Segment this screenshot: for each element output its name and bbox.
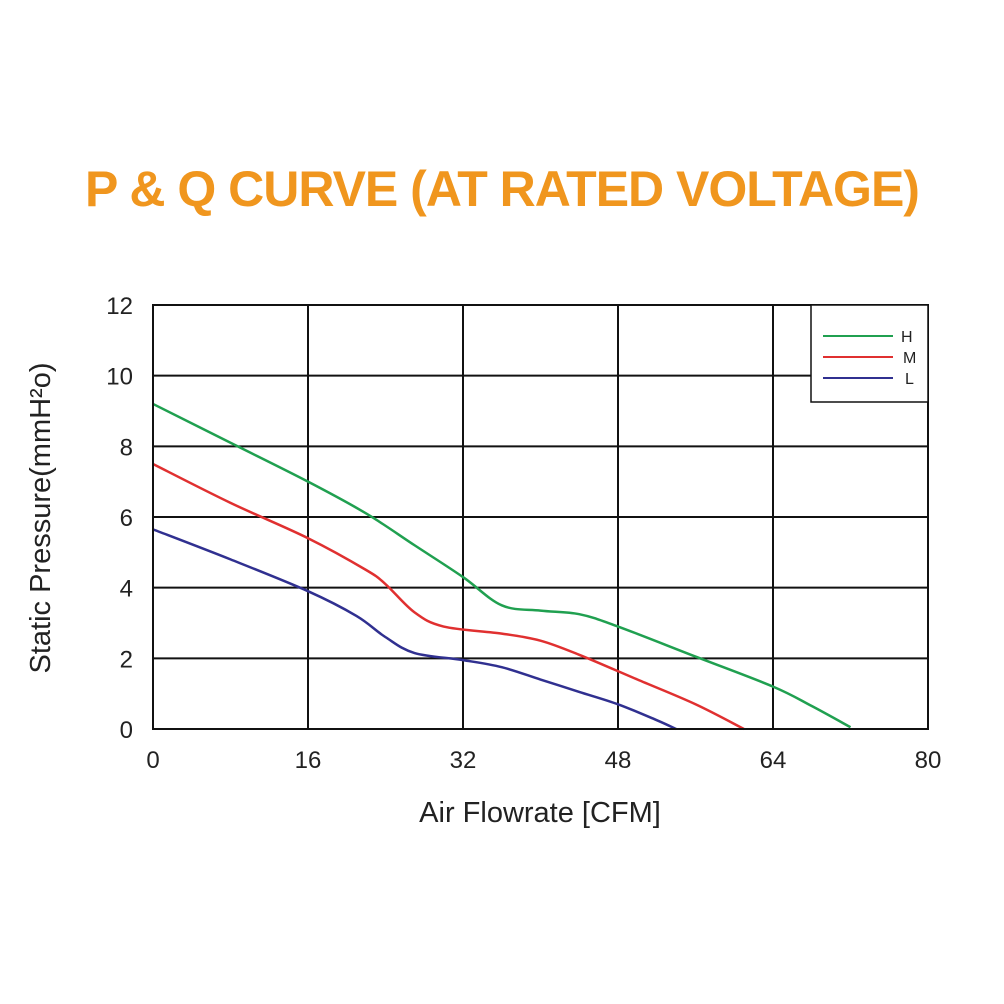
plot-frame <box>152 304 929 730</box>
legend-label-M: M <box>903 350 916 367</box>
legend-box <box>810 304 929 403</box>
x-axis-label: Air Flowrate [CFM] <box>419 797 661 829</box>
legend-label-H: H <box>901 329 913 346</box>
grid <box>153 305 928 729</box>
series-line-H <box>152 402 852 729</box>
series-lines <box>152 402 852 731</box>
tick-labels: 0 16 32 48 64 80 0 2 4 6 8 10 12 <box>106 293 941 774</box>
legend-label-L: L <box>905 371 914 388</box>
y-tick-label: 10 <box>106 364 133 391</box>
series-line-L <box>152 528 677 731</box>
y-tick-label: 2 <box>120 646 133 673</box>
y-tick-label: 6 <box>120 505 133 532</box>
y-tick-label: 12 <box>106 293 133 320</box>
chart-title: P & Q CURVE (AT RATED VOLTAGE) <box>85 161 920 217</box>
x-tick-label: 80 <box>915 747 942 774</box>
y-tick-label: 8 <box>120 434 133 461</box>
x-tick-label: 64 <box>760 747 787 774</box>
legend: HML <box>810 304 929 403</box>
y-tick-label: 4 <box>120 576 133 603</box>
x-tick-label: 48 <box>605 747 632 774</box>
y-axis-label: Static Pressure(mmH²o) <box>25 363 57 674</box>
x-tick-label: 32 <box>450 747 477 774</box>
x-tick-label: 0 <box>146 747 159 774</box>
series-line-M <box>152 462 745 731</box>
y-tick-label: 0 <box>120 717 133 744</box>
x-tick-label: 16 <box>295 747 322 774</box>
